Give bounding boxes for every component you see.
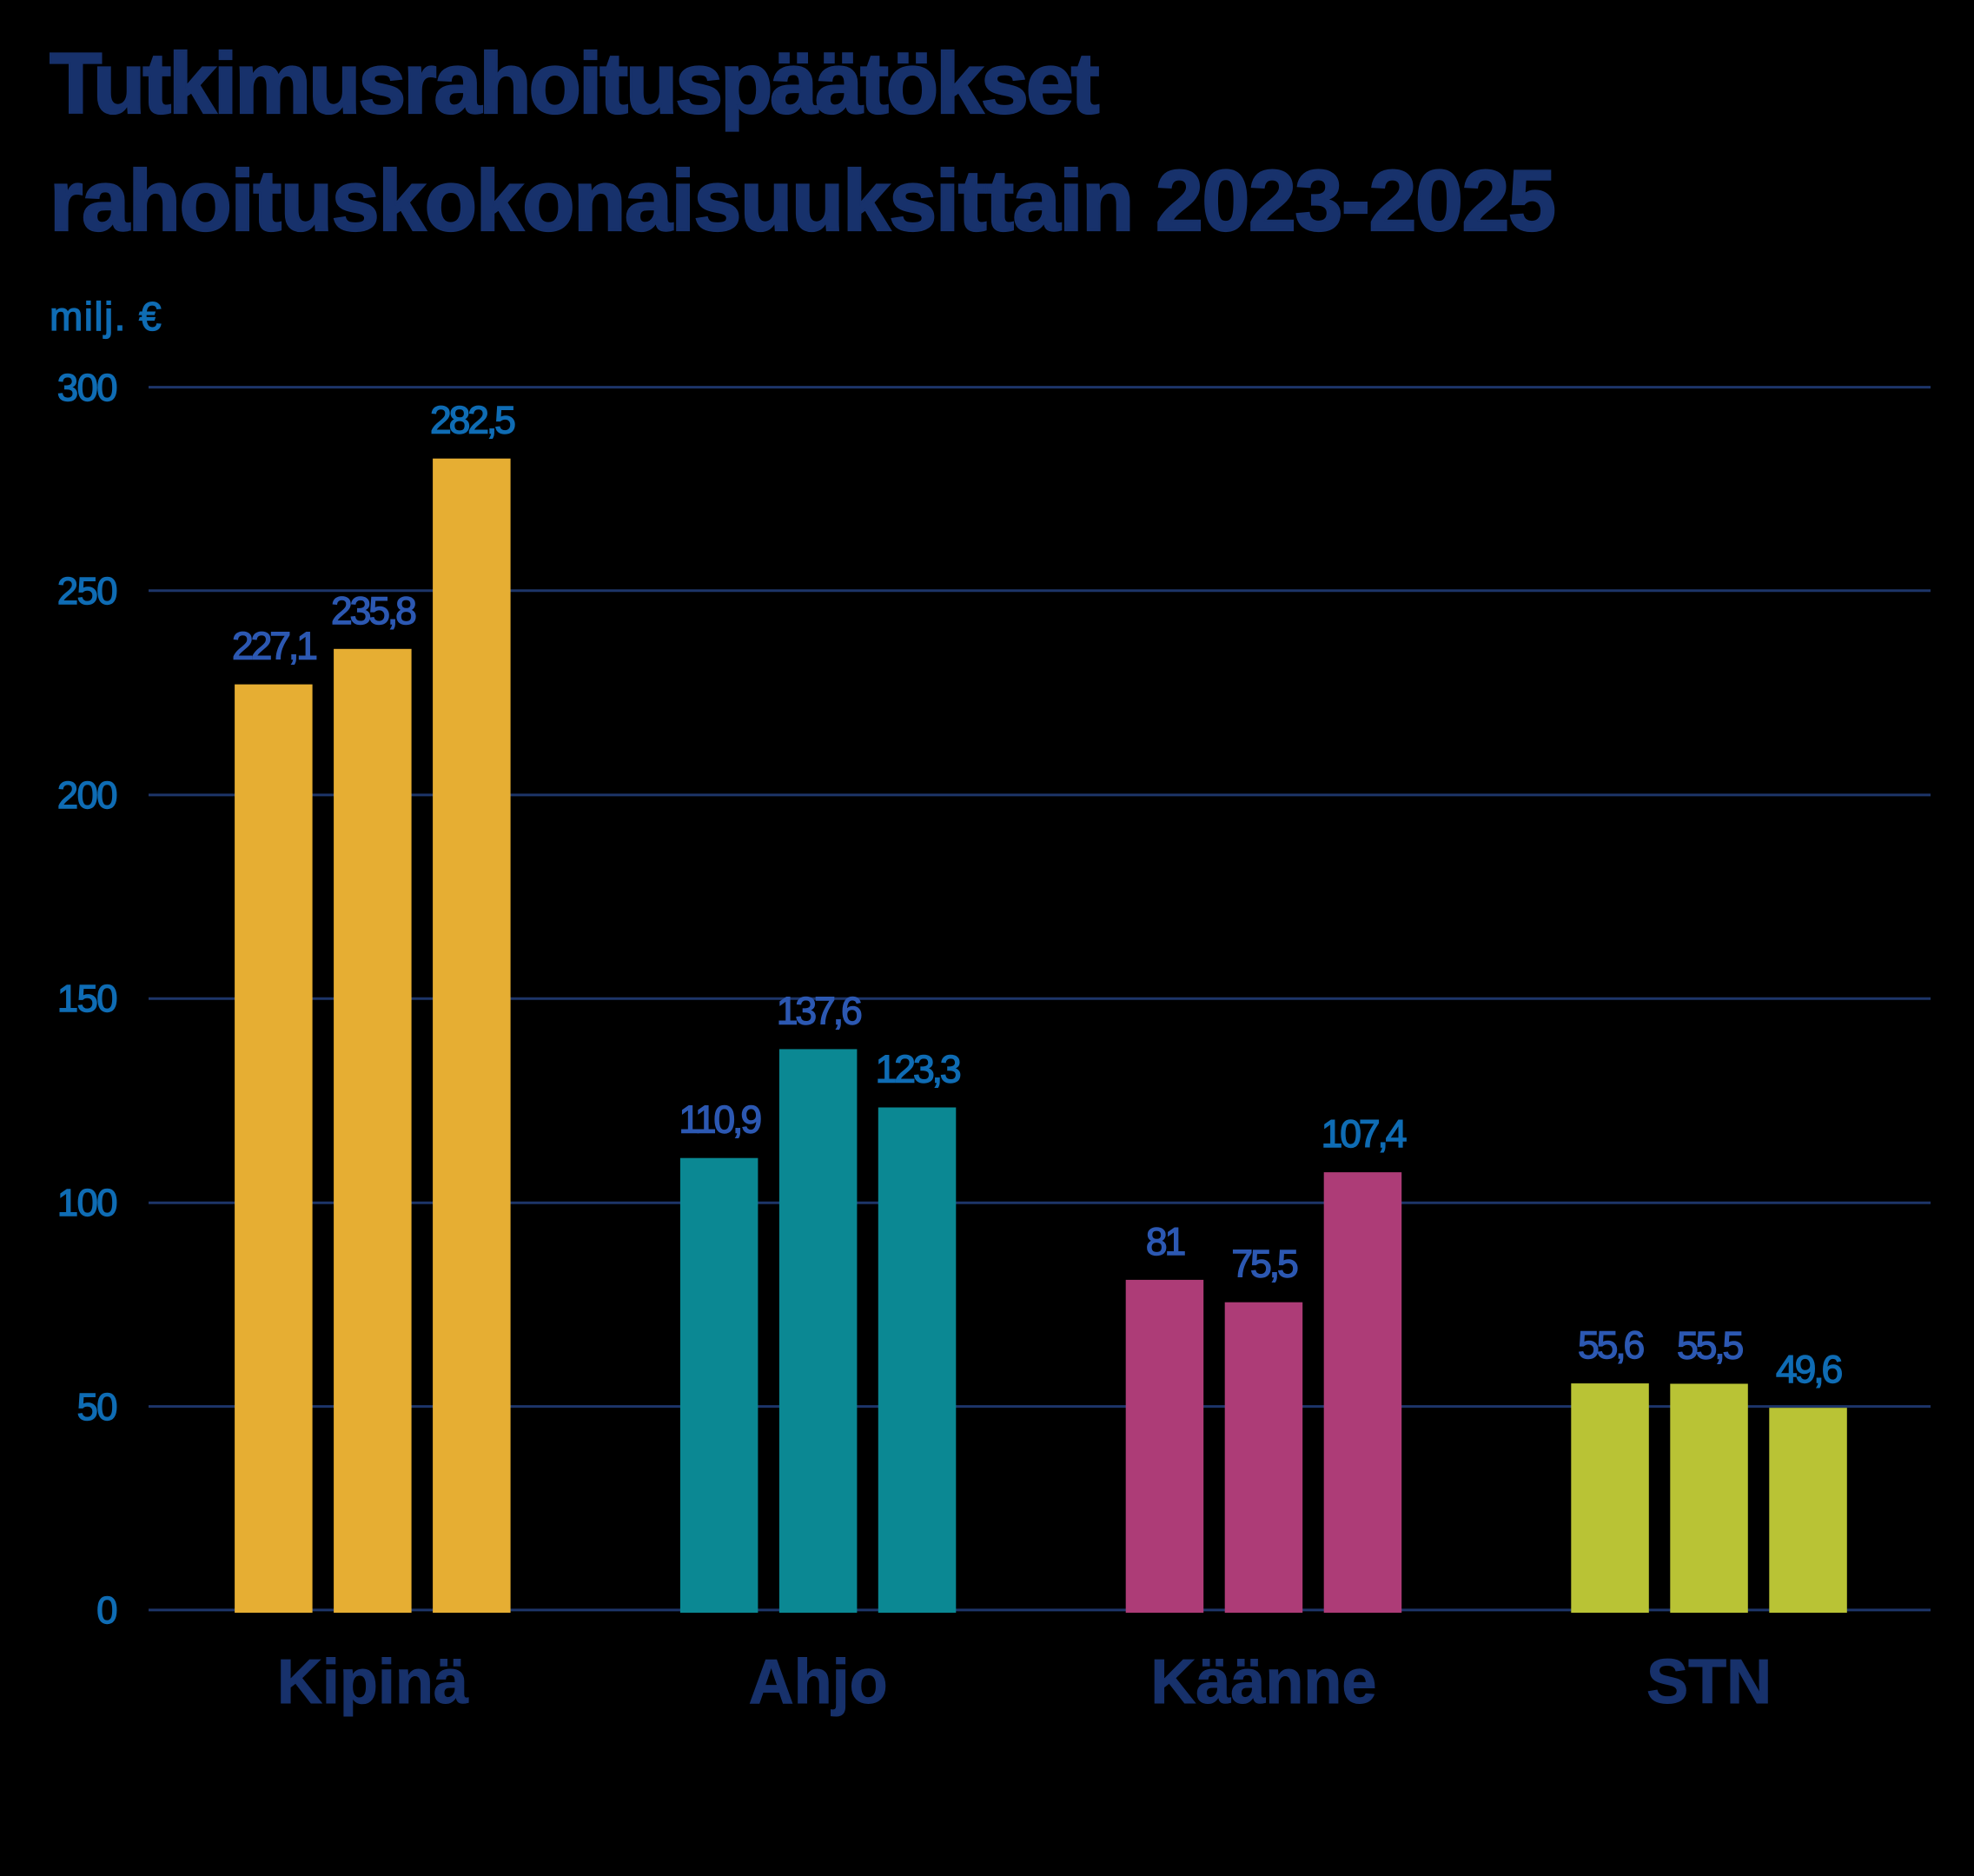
svg-text:123,3: 123,3 — [876, 1049, 960, 1091]
svg-text:Ahjo: Ahjo — [749, 1647, 888, 1717]
svg-text:0: 0 — [96, 1590, 116, 1632]
svg-text:81: 81 — [1146, 1221, 1185, 1263]
svg-text:milj. €: milj. € — [50, 294, 162, 339]
svg-text:STN: STN — [1646, 1647, 1772, 1717]
svg-text:235,8: 235,8 — [331, 590, 415, 633]
svg-text:107,4: 107,4 — [1322, 1113, 1407, 1156]
svg-text:75,5: 75,5 — [1231, 1243, 1297, 1286]
svg-text:110,9: 110,9 — [679, 1099, 760, 1142]
svg-text:rahoituskokonaisuuksittain 202: rahoituskokonaisuuksittain 2023-2025 — [50, 152, 1554, 249]
svg-text:150: 150 — [57, 978, 116, 1020]
svg-text:300: 300 — [57, 368, 116, 409]
svg-text:100: 100 — [57, 1183, 116, 1224]
svg-text:137,6: 137,6 — [777, 990, 861, 1032]
svg-text:282,5: 282,5 — [430, 400, 514, 442]
svg-text:50: 50 — [77, 1387, 117, 1429]
svg-text:49,6: 49,6 — [1776, 1349, 1842, 1391]
svg-text:55,5: 55,5 — [1677, 1325, 1743, 1368]
svg-text:Käänne: Käänne — [1150, 1647, 1376, 1717]
svg-text:250: 250 — [57, 571, 116, 613]
svg-text:227,1: 227,1 — [232, 626, 316, 668]
svg-text:55,6: 55,6 — [1578, 1324, 1644, 1367]
svg-text:Kipinä: Kipinä — [277, 1647, 469, 1717]
svg-text:200: 200 — [57, 775, 116, 817]
svg-text:Tutkimusrahoituspäätökset: Tutkimusrahoituspäätökset — [50, 35, 1099, 131]
